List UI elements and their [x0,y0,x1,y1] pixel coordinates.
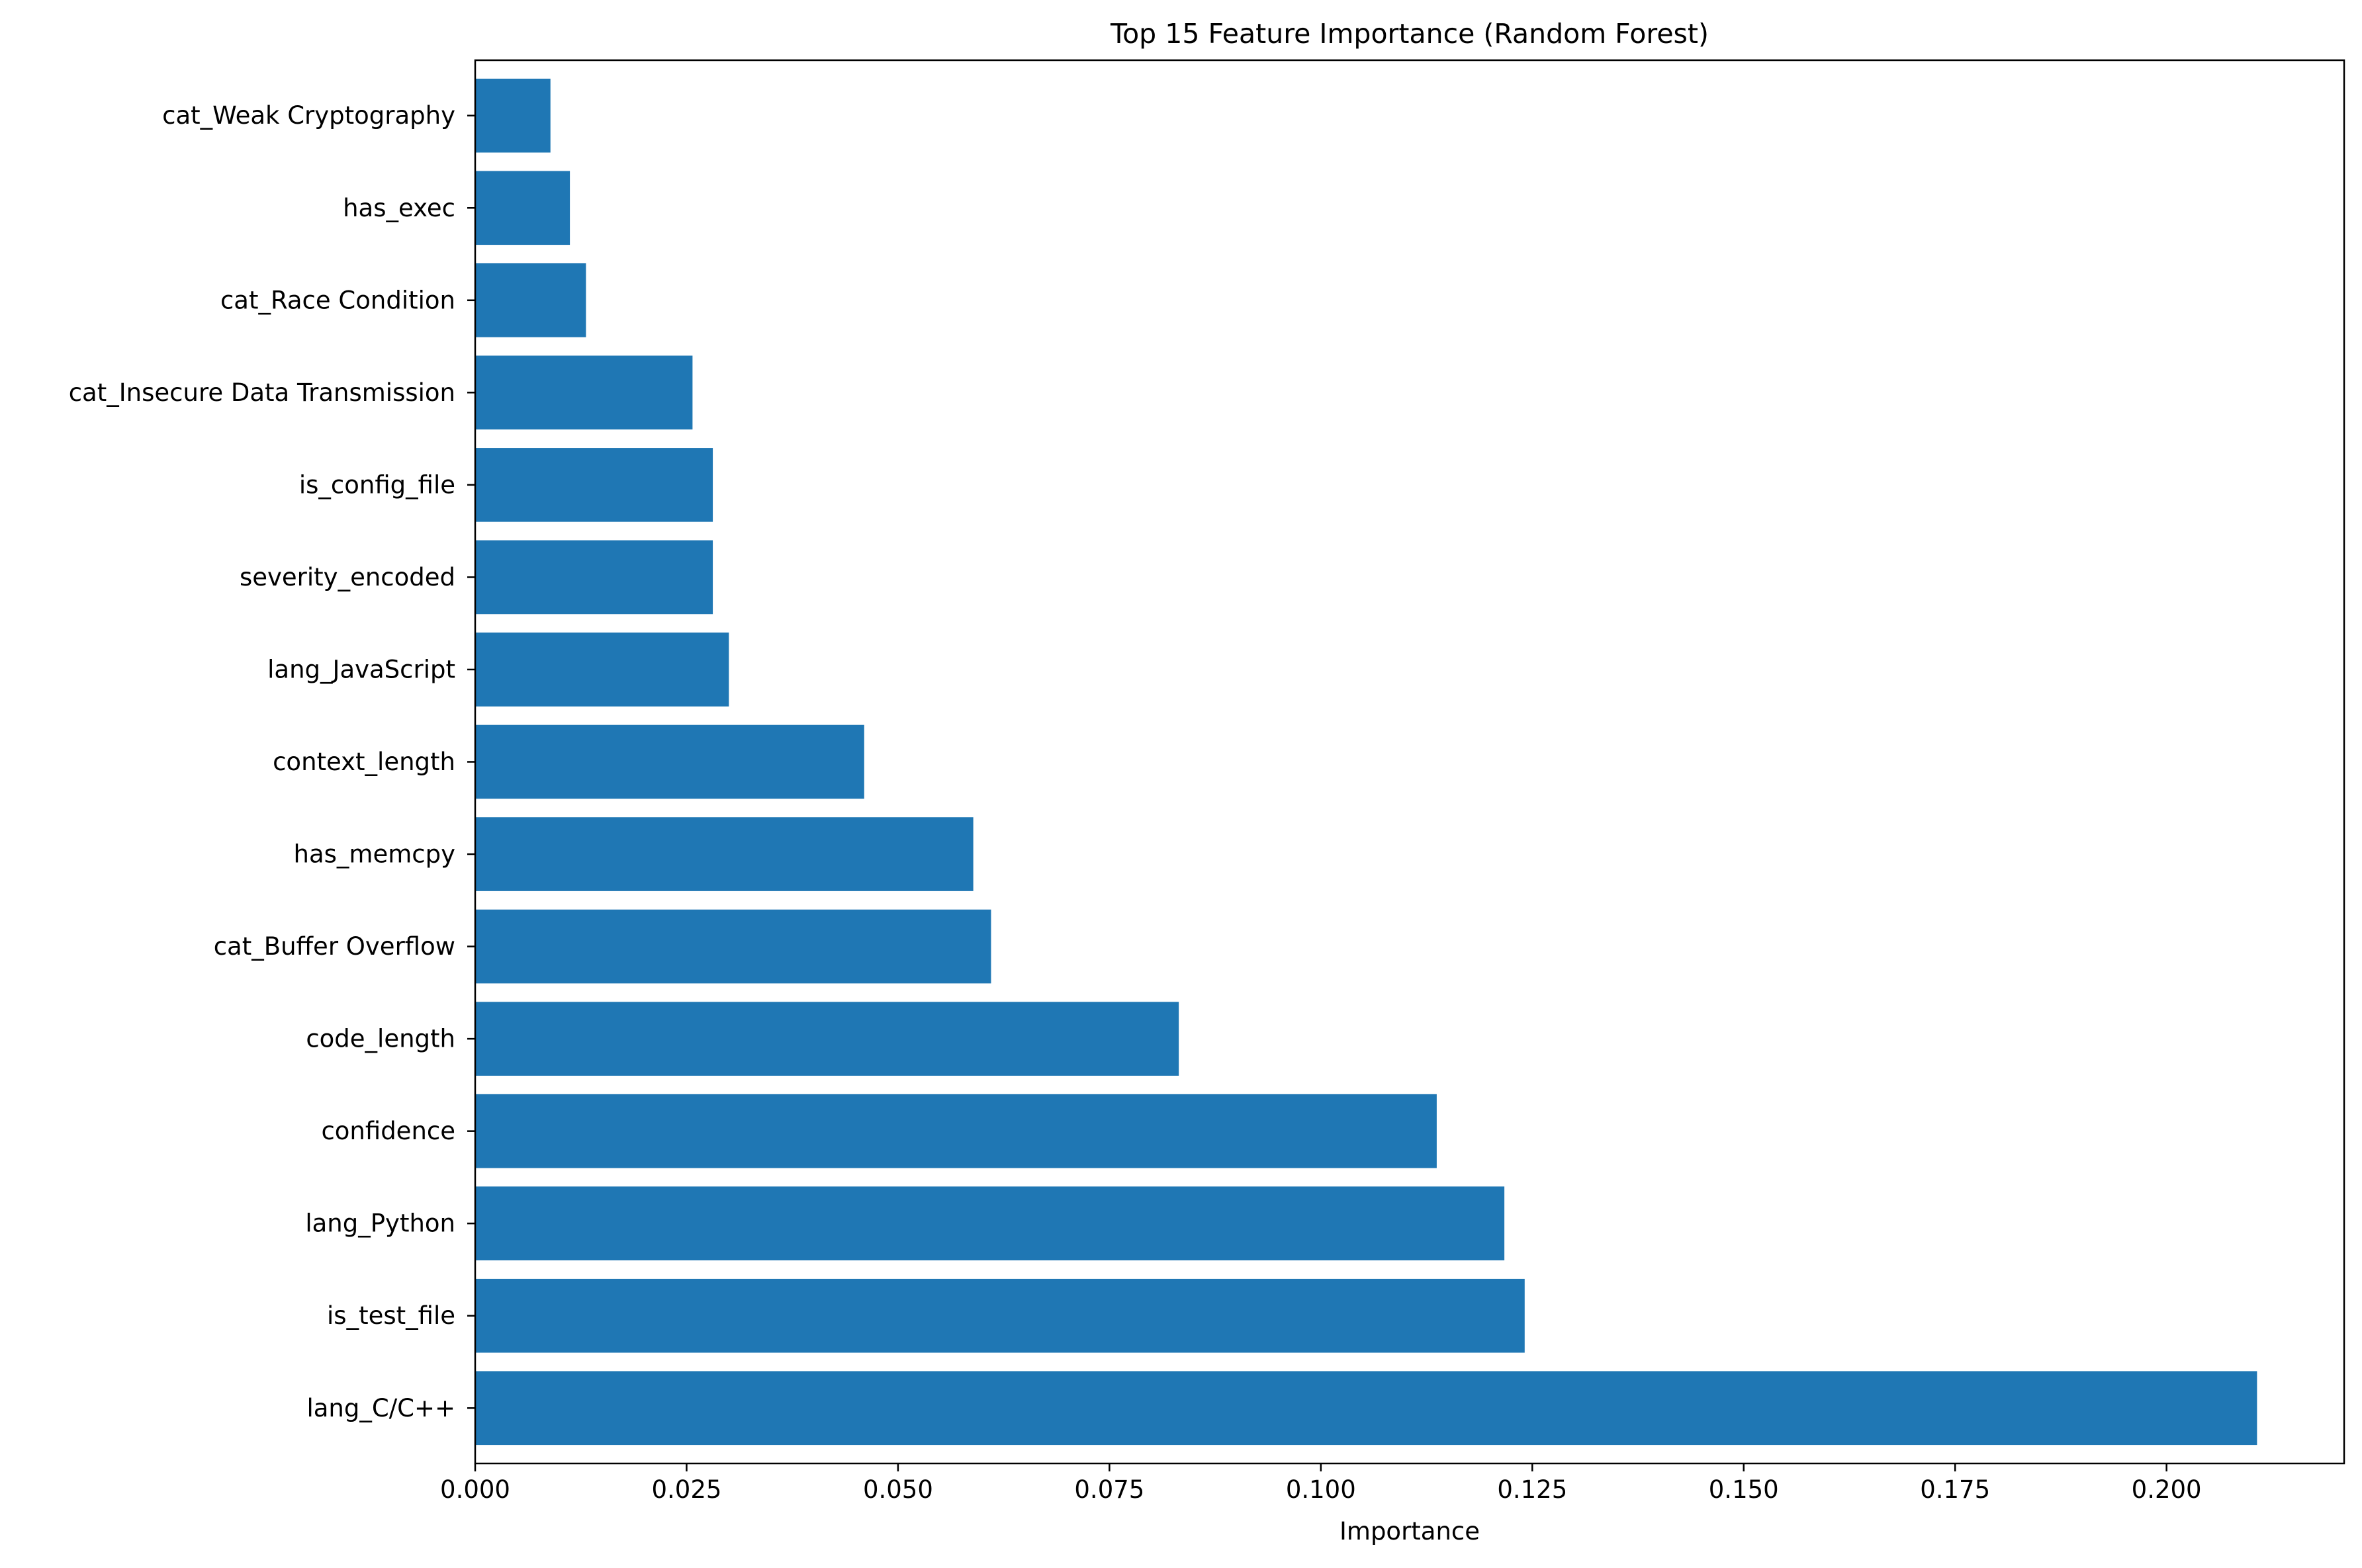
bar-cat-buffer-overflow [475,909,991,984]
bar-is-config-file [475,448,713,522]
plot-area-frame [474,59,2345,1465]
chart-title: Top 15 Feature Importance (Random Forest… [1110,18,1709,50]
bar-cat-insecure-data-transmission [475,355,693,430]
y-tick-label: is_test_file [327,1301,455,1330]
bar-context-length [475,724,864,799]
x-tick-label: 0.175 [1920,1475,1990,1504]
y-tick-label: has_memcpy [294,840,455,869]
x-axis-label: Importance [1340,1517,1480,1546]
x-tick-label: 0.050 [863,1475,933,1504]
x-axis-ticks: 0.000 0.025 0.050 0.075 0.100 0.125 0.150 0.175… [440,1463,2202,1504]
bar-lang-c-c [475,1371,2257,1446]
y-tick-label: cat_Weak Cryptography [162,101,455,130]
bar-severity-encoded [475,540,713,615]
y-tick-label: cat_Insecure Data Transmission [69,378,455,407]
x-tick-label: 0.125 [1497,1475,1567,1504]
bar-lang-python [475,1186,1505,1261]
bar-has-exec [475,171,570,245]
y-tick-label: lang_JavaScript [267,655,455,683]
x-tick-label: 0.075 [1074,1475,1144,1504]
x-tick-label: 0.100 [1286,1475,1356,1504]
x-tick-label: 0.200 [2132,1475,2202,1504]
x-tick-label: 0.150 [1709,1475,1779,1504]
bar-confidence [475,1094,1437,1168]
y-tick-label: confidence [321,1117,455,1145]
x-tick-label: 0.000 [440,1475,510,1504]
y-tick-label: context_length [273,748,455,776]
y-tick-label: cat_Race Condition [220,286,455,314]
y-tick-label: is_config_file [299,470,455,499]
y-tick-label: severity_encoded [240,563,455,591]
bar-code-length [475,1002,1179,1076]
bar-cat-race-condition [475,263,586,337]
y-tick-label: lang_C/C++ [306,1394,455,1422]
bar-cat-weak-cryptography [475,78,551,153]
bar-has-memcpy [475,817,974,891]
bar-is-test-file [475,1278,1525,1353]
y-axis-ticks: lang_C/C++ is_test_file lang_Python confide… [69,101,475,1422]
y-tick-label: has_exec [343,194,455,222]
bar-lang-javascript [475,632,729,707]
bars-layer [475,78,2257,1446]
y-tick-label: cat_Buffer Overflow [214,932,455,961]
y-tick-label: code_length [306,1025,455,1053]
x-tick-label: 0.025 [651,1475,721,1504]
y-tick-label: lang_Python [305,1209,455,1238]
